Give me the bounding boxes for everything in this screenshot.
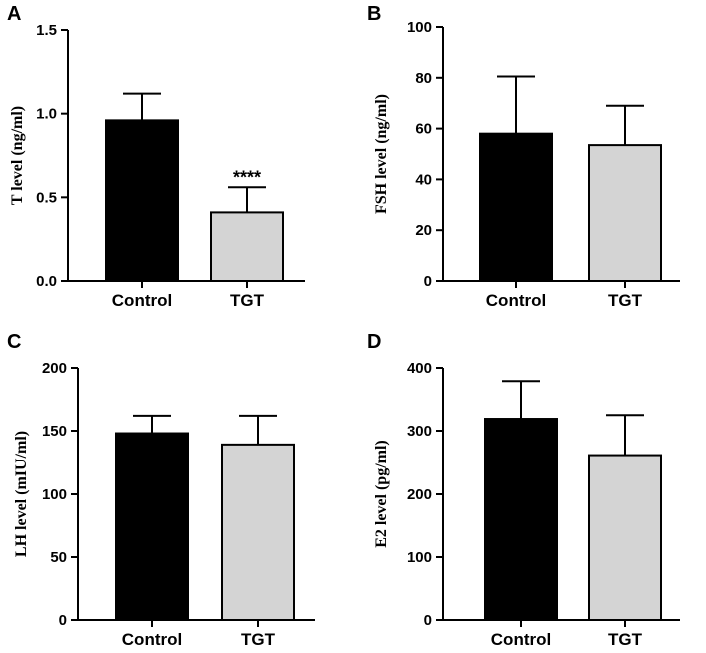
x-tick-label: TGT: [608, 291, 643, 310]
y-tick-label: 0: [424, 273, 432, 290]
chart-panel-b: B 0 20 40 60 80 100 Control TGT FSH level (ng/ml): [367, 3, 680, 310]
x-tick-label: TGT: [608, 630, 643, 649]
y-tick-label: 20: [415, 222, 432, 239]
y-axis-title: LH level (mIU/ml): [13, 431, 30, 557]
x-tick-label: Control: [122, 630, 182, 649]
chart-panel-d: D 0 100 200 300 400 Control TGT E2 level (pg/ml): [367, 331, 680, 649]
y-tick-label: 200: [407, 486, 432, 503]
panel-letter: B: [367, 3, 381, 25]
bar-control: [484, 418, 558, 621]
y-tick-label: 300: [407, 423, 432, 440]
y-tick-label: 80: [415, 70, 432, 87]
y-tick-label: 40: [415, 171, 432, 188]
y-axis-title: T level (ng/ml): [9, 106, 26, 205]
bar-tgt: [588, 454, 662, 621]
bar-control: [115, 432, 189, 621]
bar-tgt: [588, 144, 662, 282]
y-axis-title: E2 level (pg/ml): [373, 440, 390, 548]
y-tick-label: 50: [50, 549, 67, 566]
bar-control: [479, 132, 553, 282]
panel-letter: A: [7, 3, 21, 25]
bar-tgt: [221, 443, 295, 621]
y-tick-label: 60: [415, 121, 432, 138]
y-tick-label: 400: [407, 360, 432, 377]
chart-panel-c: C 0 50 100 150 200 Control TGT LH level (mIU/ml): [7, 331, 315, 649]
y-tick-label: 150: [42, 423, 67, 440]
x-tick-label: Control: [491, 630, 551, 649]
x-tick-label: Control: [486, 291, 546, 310]
panel-letter: D: [367, 331, 381, 353]
y-tick-label: 100: [407, 549, 432, 566]
y-tick-label: 0: [59, 612, 67, 629]
significance-label: ****: [233, 167, 261, 187]
panel-letter: C: [7, 331, 21, 353]
y-tick-label: 200: [42, 360, 67, 377]
y-tick-label: 0.0: [36, 273, 57, 290]
x-tick-label: TGT: [230, 291, 265, 310]
y-tick-label: 100: [42, 486, 67, 503]
chart-panel-a: A 0.0 0.5 1.0 1.5 Control TGT **** T level (ng/m…: [7, 3, 305, 310]
y-axis-title: FSH level (ng/ml): [373, 94, 390, 214]
x-tick-label: TGT: [241, 630, 276, 649]
bar-control: [105, 119, 179, 282]
bar-tgt: [210, 211, 284, 282]
y-tick-label: 0: [424, 612, 432, 629]
y-tick-label: 1.0: [36, 106, 57, 123]
y-tick-label: 0.5: [36, 189, 57, 206]
x-tick-label: Control: [112, 291, 172, 310]
y-tick-label: 1.5: [36, 22, 57, 39]
y-tick-label: 100: [407, 19, 432, 36]
